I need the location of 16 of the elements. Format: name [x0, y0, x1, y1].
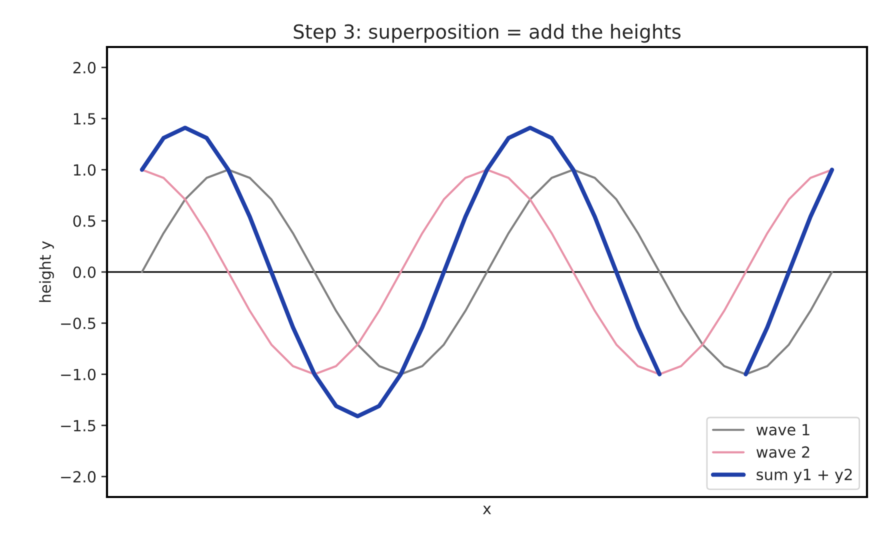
legend-label: wave 1 [756, 424, 810, 436]
y-tick-label: 2.0 [73, 62, 96, 74]
line-series [140, 168, 834, 376]
legend-label: wave 2 [756, 446, 810, 458]
y-tick-label: 1.5 [74, 113, 96, 125]
y-tick-label: −1.5 [61, 420, 96, 432]
y-tick-label: 1.0 [74, 164, 96, 176]
y-tick-label: −2.0 [61, 471, 96, 483]
y-tick-label: −0.5 [61, 318, 96, 330]
y-tick-label: 0.0 [73, 266, 96, 278]
y-axis-title: height y [39, 241, 54, 302]
x-axis-title: x [482, 506, 492, 514]
chart-title: Step 3: superposition = add the heights [294, 24, 681, 43]
legend-label: sum y1 + y2 [756, 468, 852, 484]
y-tick-label: −1.0 [61, 368, 96, 380]
y-tick-label: 0.5 [73, 215, 96, 227]
